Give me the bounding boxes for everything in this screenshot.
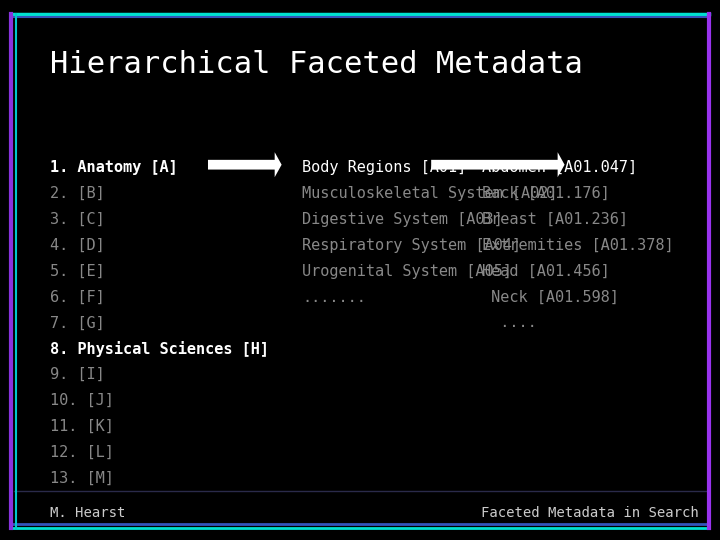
Text: ....: ....: [482, 315, 537, 330]
Text: 5. [E]: 5. [E]: [50, 264, 105, 279]
Text: 11. [K]: 11. [K]: [50, 419, 114, 434]
Text: 10. [J]: 10. [J]: [50, 393, 114, 408]
Text: Abdomen [A01.047]: Abdomen [A01.047]: [482, 160, 637, 175]
Text: Back [A01.176]: Back [A01.176]: [482, 186, 610, 201]
Text: Digestive System [A03]: Digestive System [A03]: [302, 212, 503, 227]
Text: 6. [F]: 6. [F]: [50, 289, 105, 305]
Text: 9. [I]: 9. [I]: [50, 367, 105, 382]
Text: 8. Physical Sciences [H]: 8. Physical Sciences [H]: [50, 341, 269, 357]
Text: Neck [A01.598]: Neck [A01.598]: [482, 289, 619, 305]
Text: 1. Anatomy [A]: 1. Anatomy [A]: [50, 160, 178, 175]
Text: Faceted Metadata in Search: Faceted Metadata in Search: [481, 506, 698, 520]
Text: Breast [A01.236]: Breast [A01.236]: [482, 212, 629, 227]
Text: 3. [C]: 3. [C]: [50, 212, 105, 227]
Text: 2. [B]: 2. [B]: [50, 186, 105, 201]
Text: Respiratory System [A04]: Respiratory System [A04]: [302, 238, 521, 253]
Text: Musculoskeletal System [A02]: Musculoskeletal System [A02]: [302, 186, 558, 201]
Text: 12. [L]: 12. [L]: [50, 445, 114, 460]
Text: .......: .......: [302, 289, 366, 305]
Text: Head [A01.456]: Head [A01.456]: [482, 264, 610, 279]
Text: M. Hearst: M. Hearst: [50, 506, 126, 520]
Text: 13. [M]: 13. [M]: [50, 471, 114, 486]
Text: Urogenital System [A05]: Urogenital System [A05]: [302, 264, 512, 279]
Text: 4. [D]: 4. [D]: [50, 238, 105, 253]
Text: Body Regions [A01]: Body Regions [A01]: [302, 160, 467, 175]
Text: Extremities [A01.378]: Extremities [A01.378]: [482, 238, 674, 253]
Text: 7. [G]: 7. [G]: [50, 315, 105, 330]
Text: Hierarchical Faceted Metadata: Hierarchical Faceted Metadata: [50, 50, 583, 79]
